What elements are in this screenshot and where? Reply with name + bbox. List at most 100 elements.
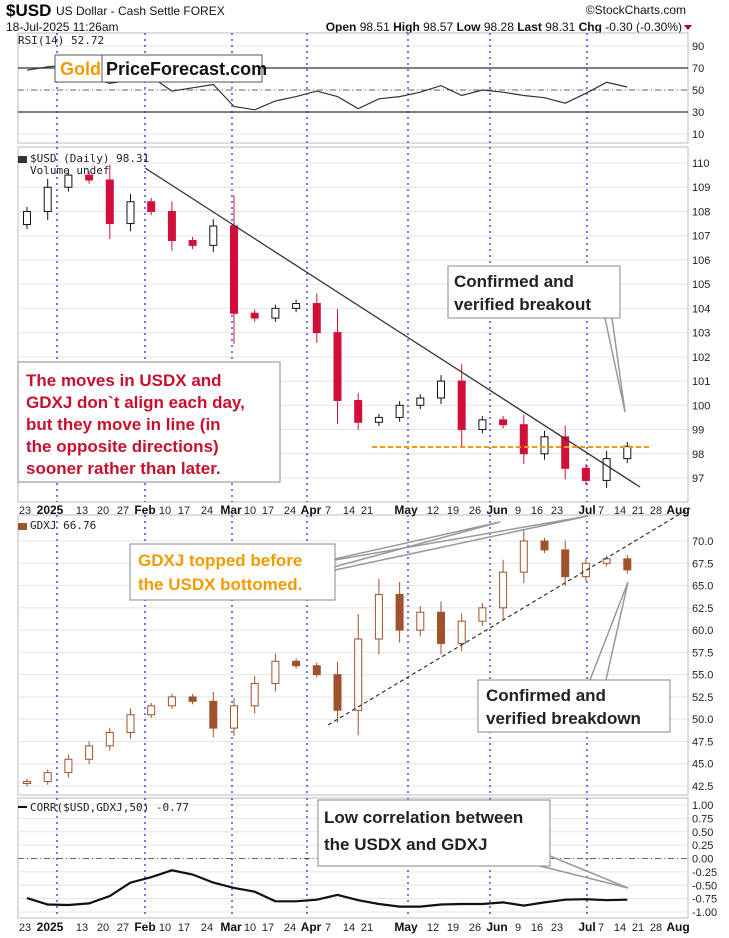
gdxj-candle (333, 674, 342, 711)
usd-candle (43, 186, 52, 212)
y-tick-label: 102 (692, 352, 710, 364)
y-tick-label: 0.00 (692, 854, 713, 866)
x-tick-label: Jun (486, 503, 507, 517)
gdxj-candle (561, 549, 570, 578)
y-tick-label: 70 (692, 63, 704, 75)
x-tick-label: 12 (427, 922, 439, 934)
svg-text:GDXJ don`t align each day,: GDXJ don`t align each day, (26, 393, 245, 412)
x-tick-label: 23 (551, 922, 563, 934)
gdxj-candle (167, 696, 176, 707)
x-tick-label: Feb (134, 503, 155, 517)
x-tick-label: 9 (515, 922, 521, 934)
gdxj-candle (64, 758, 73, 774)
y-tick-label: 107 (692, 231, 710, 243)
gdxj-candle (540, 540, 549, 551)
x-tick-label: 10 (244, 922, 256, 934)
x-tick-label: 14 (614, 922, 626, 934)
y-tick-label: 42.5 (692, 781, 713, 793)
x-tick-label: 23 (551, 505, 563, 517)
x-tick-label: 16 (531, 505, 543, 517)
usd-candle (250, 312, 259, 319)
y-tick-label: 70.0 (692, 536, 713, 548)
y-tick-label: 0.75 (692, 813, 713, 825)
x-tick-label: Jul (578, 920, 595, 934)
x-tick-label: 23 (19, 505, 31, 517)
annotation-correlation: Low correlation between the USDX and GDX… (317, 799, 551, 867)
svg-text:verified breakdown: verified breakdown (486, 709, 641, 728)
y-tick-label: 65.0 (692, 581, 713, 593)
volume-label: Volume undef (30, 164, 109, 177)
gdxj-candle (395, 593, 404, 631)
usd-candle (85, 174, 94, 181)
x-tick-label: 21 (361, 505, 373, 517)
gdxj-candle (147, 705, 156, 716)
annotation-red: The moves in USDX and GDXJ don`t align e… (17, 361, 281, 483)
usd-candle (271, 307, 280, 319)
ohlc-readout: Open 98.51 High 98.57 Low 98.28 Last 98.… (326, 20, 682, 34)
x-tick-label: 24 (201, 505, 213, 517)
x-tick-label: May (394, 920, 418, 934)
x-tick-label: 7 (598, 922, 604, 934)
x-tick-label: Mar (220, 503, 242, 517)
svg-text:Low correlation between: Low correlation between (324, 808, 523, 827)
gdxj-candle (416, 611, 425, 631)
y-tick-label: 30 (692, 107, 704, 119)
x-tick-label: 14 (343, 922, 355, 934)
gdxj-candle (230, 705, 238, 729)
x-tick-label: 2025 (37, 503, 64, 517)
y-tick-label: 62.5 (692, 603, 713, 615)
y-tick-label: 60.0 (692, 625, 713, 637)
y-tick-label: 0.25 (692, 840, 713, 852)
gdxj-candle (602, 558, 611, 564)
x-tick-label: 19 (447, 922, 459, 934)
gdxj-candle (126, 714, 135, 734)
x-tick-label: 26 (469, 922, 481, 934)
y-tick-label: -0.25 (692, 867, 717, 879)
y-tick-label: 90 (692, 41, 704, 53)
x-tick-label: Jul (578, 503, 595, 517)
svg-text:but they move in line (in: but they move in line (in (26, 415, 221, 434)
gdxj-candle (209, 700, 218, 729)
stockcharts-brand: ©StockCharts.com (586, 3, 686, 17)
y-tick-label: 1.00 (692, 800, 713, 812)
usd-candle (292, 303, 301, 309)
x-tick-label: Mar (220, 920, 242, 934)
x-tick-label: 27 (117, 505, 129, 517)
usd-candle (540, 436, 549, 455)
usd-candle (437, 380, 445, 399)
x-tick-label: 14 (343, 505, 355, 517)
y-tick-label: -0.75 (692, 894, 717, 906)
y-tick-label: 97 (692, 473, 704, 485)
gdxj-candle (437, 611, 445, 644)
y-tick-label: 99 (692, 425, 704, 437)
x-tick-label: Feb (134, 920, 155, 934)
gdxj-candle (105, 732, 114, 747)
x-tick-label: 14 (614, 505, 626, 517)
usd-label: $USD (Daily) 98.31 (30, 152, 149, 165)
usd-candle (395, 404, 404, 418)
svg-text:The moves in USDX and: The moves in USDX and (26, 371, 222, 390)
y-tick-label: 110 (692, 158, 710, 170)
x-tick-label: May (394, 503, 418, 517)
x-tick-label: 24 (201, 922, 213, 934)
candle-icon (18, 523, 27, 530)
x-tick-label: 2025 (37, 920, 64, 934)
gdxj-candle (354, 638, 363, 711)
svg-text:verified breakout: verified breakout (454, 295, 591, 314)
x-tick-label: 19 (447, 505, 459, 517)
usd-candle (23, 210, 31, 226)
usd-candle (561, 436, 570, 469)
x-tick-label: 10 (159, 922, 171, 934)
symbol: $USD (6, 1, 51, 20)
svg-text:the USDX and GDXJ: the USDX and GDXJ (324, 835, 487, 854)
y-tick-label: 10 (692, 129, 704, 141)
x-tick-label: 10 (244, 505, 256, 517)
gdxj-candle (250, 683, 259, 707)
y-tick-label: 105 (692, 279, 710, 291)
x-tick-label: 10 (159, 505, 171, 517)
y-tick-label: 50.0 (692, 714, 713, 726)
y-tick-label: 67.5 (692, 558, 713, 570)
usd-candle (499, 419, 508, 426)
annotation-breakout: Confirmed and verified breakout (447, 265, 621, 319)
